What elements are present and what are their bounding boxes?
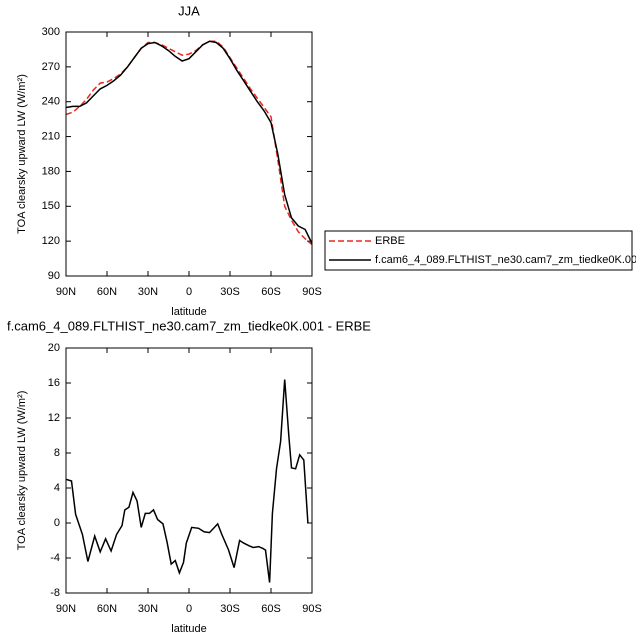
x-tick-label: 0 xyxy=(186,603,192,615)
y-tick-label: 180 xyxy=(42,165,60,177)
chart-title: JJA xyxy=(178,3,200,18)
x-tick-label: 90S xyxy=(302,286,322,298)
y-tick-label: 8 xyxy=(54,447,60,459)
x-axis-label: latitude xyxy=(171,306,206,318)
y-tick-label: 120 xyxy=(42,235,60,247)
y-tick-label: 240 xyxy=(42,96,60,108)
y-tick-label: -8 xyxy=(50,587,60,599)
series-line xyxy=(65,40,313,246)
legend-label: ERBE xyxy=(375,235,405,247)
plot-frame xyxy=(65,347,313,594)
x-tick-label: 90S xyxy=(302,603,322,615)
legend: ERBE f.cam6_4_089.FLTHIST_ne30.cam7_zm_ti… xyxy=(324,230,636,271)
x-tick-label: 60N xyxy=(97,286,117,298)
y-axis-label: TOA clearsky upward LW (W/m²) xyxy=(16,74,28,234)
x-tick-label: 30N xyxy=(138,286,158,298)
x-axis-label: latitude xyxy=(171,623,206,635)
x-tick-label: 30N xyxy=(138,603,158,615)
y-tick-label: 270 xyxy=(42,61,60,73)
y-tick-label: 4 xyxy=(54,482,60,494)
x-tick-label: 60N xyxy=(97,603,117,615)
y-tick-label: -4 xyxy=(50,552,60,564)
x-tick-label: 90N xyxy=(56,603,76,615)
y-tick-label: 150 xyxy=(42,200,60,212)
y-axis-label: TOA clearsky upward LW (W/m²) xyxy=(16,391,28,551)
legend-label: f.cam6_4_089.FLTHIST_ne30.cam7_zm_tiedke… xyxy=(375,254,636,266)
series-line xyxy=(65,40,313,244)
legend-box xyxy=(324,230,633,271)
x-tick-label: 0 xyxy=(186,286,192,298)
y-tick-label: 20 xyxy=(48,342,60,354)
y-tick-label: 12 xyxy=(48,412,60,424)
y-tick-label: 0 xyxy=(54,517,60,529)
y-tick-label: 16 xyxy=(48,377,60,389)
x-tick-label: 90N xyxy=(56,286,76,298)
chart-title: f.cam6_4_089.FLTHIST_ne30.cam7_zm_tiedke… xyxy=(7,318,371,333)
y-tick-label: 300 xyxy=(42,26,60,38)
y-tick-label: 90 xyxy=(48,270,60,282)
x-tick-label: 60S xyxy=(261,286,281,298)
plot-frame xyxy=(65,31,313,277)
x-tick-label: 30S xyxy=(220,286,240,298)
x-tick-label: 60S xyxy=(261,603,281,615)
data-line xyxy=(65,379,309,583)
y-tick-label: 210 xyxy=(42,130,60,142)
x-tick-label: 30S xyxy=(220,603,240,615)
